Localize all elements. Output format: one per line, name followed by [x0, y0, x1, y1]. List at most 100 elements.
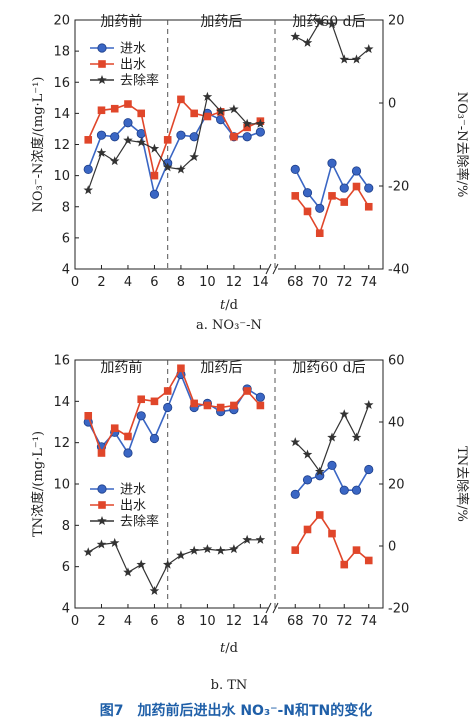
influent-point: [83, 164, 93, 174]
x-tick-label: 74: [360, 275, 377, 290]
y-tick-label: 20: [53, 14, 70, 29]
effluent-point: [124, 100, 132, 108]
x-tick-label: 12: [226, 614, 243, 629]
y2-tick-label: 40: [388, 416, 405, 431]
effluent-point: [203, 401, 212, 410]
influent-point: [290, 164, 300, 174]
effluent-point: [110, 424, 119, 432]
effluent-point: [364, 202, 373, 211]
removal-point: [314, 466, 325, 476]
influent-point: [149, 433, 160, 444]
x-tick-label: 10: [199, 275, 216, 290]
influent-point: [163, 402, 173, 413]
y-tick-label: 18: [53, 45, 70, 60]
legend-label: 出水: [120, 499, 146, 514]
y2-tick-label: -40: [388, 263, 409, 278]
removal-point: [109, 537, 120, 547]
influent-point: [364, 183, 374, 193]
panel-sublabel: a. NO₃⁻-N: [196, 318, 262, 333]
effluent-point: [190, 109, 198, 118]
removal-point: [255, 534, 266, 544]
removal-point: [290, 437, 301, 447]
y-tick-label: 12: [53, 138, 70, 153]
effluent-point: [340, 560, 349, 569]
influent-point: [176, 130, 186, 140]
x-tick-label: 10: [199, 614, 216, 629]
effluent-point: [97, 449, 106, 457]
effluent-point: [230, 401, 238, 410]
x-tick-label: 72: [336, 275, 353, 290]
phase-label: 加药后: [200, 14, 242, 30]
y-tick-label: 4: [62, 602, 70, 617]
influent-point: [96, 130, 107, 140]
removal-point: [162, 162, 173, 172]
y-axis-title: NO₃⁻-N浓度/(mg·L⁻¹): [30, 77, 46, 213]
removal-point: [176, 550, 186, 560]
effluent-point: [328, 192, 336, 200]
y-tick-label: 10: [53, 169, 70, 184]
influent-point: [123, 118, 133, 128]
effluent-point: [230, 132, 238, 141]
y-tick-label: 8: [62, 200, 70, 215]
removal-point: [109, 156, 120, 166]
removal-point: [351, 54, 362, 64]
axis-break-mark: [265, 602, 272, 614]
phase-label: 加药60 d后: [292, 14, 365, 30]
effluent-point: [163, 136, 172, 144]
influent-point: [149, 189, 160, 199]
x-tick-label: 0: [71, 614, 79, 629]
removal-point: [149, 585, 160, 595]
series-1: [84, 95, 373, 238]
effluent-point: [315, 229, 324, 238]
removal-point: [314, 17, 325, 27]
axis-break-gap: [268, 603, 278, 613]
removal-point: [290, 31, 301, 41]
influent-point: [123, 448, 133, 458]
influent-point: [339, 183, 349, 193]
removal-point: [96, 539, 107, 549]
effluent-point: [124, 432, 132, 441]
series-line: [294, 513, 370, 567]
removal-point: [255, 118, 266, 128]
effluent-point: [291, 192, 300, 200]
influent-point: [327, 158, 337, 168]
x-tick-label: 8: [177, 275, 185, 290]
effluent-point: [150, 397, 159, 406]
removal-point: [202, 544, 213, 554]
effluent-point: [110, 104, 119, 113]
legend-label: 出水: [120, 58, 146, 73]
influent-point: [97, 484, 107, 494]
y-tick-label: 16: [53, 354, 70, 369]
removal-point: [351, 432, 362, 442]
effluent-point: [98, 501, 106, 509]
influent-point: [242, 132, 252, 142]
x-tick-label: 2: [97, 275, 105, 290]
x-tick-label: 72: [336, 614, 353, 629]
influent-point: [255, 392, 265, 402]
y2-tick-label: 60: [388, 354, 405, 369]
influent-point: [97, 43, 107, 53]
x-tick-label: 70: [311, 275, 328, 290]
y2-tick-label: -20: [388, 180, 409, 195]
removal-point: [149, 143, 160, 153]
influent-point: [255, 127, 265, 137]
series-2: [83, 17, 374, 195]
effluent-point: [328, 529, 336, 538]
effluent-point: [163, 387, 172, 395]
removal-point: [242, 534, 252, 544]
phase-label: 加药前: [100, 13, 142, 30]
removal-point: [123, 567, 133, 577]
effluent-point: [203, 112, 212, 121]
legend-label: 去除率: [120, 514, 159, 530]
removal-point: [339, 409, 350, 419]
y2-tick-label: 0: [388, 540, 396, 555]
y2-axis-title: TN去除率/%: [454, 446, 470, 522]
series-2: [83, 399, 374, 595]
y2-tick-label: 20: [388, 478, 405, 493]
y2-tick-label: 20: [388, 14, 405, 29]
influent-point: [302, 475, 313, 485]
y2-axis-title: NO₃⁻-N去除率/%: [454, 92, 470, 198]
legend-label: 进水: [120, 42, 146, 57]
